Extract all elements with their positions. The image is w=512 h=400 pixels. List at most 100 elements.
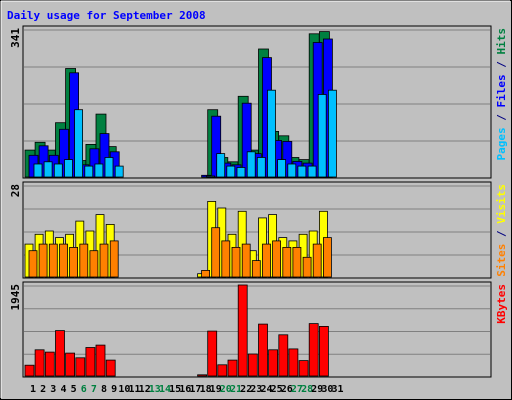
x-tick-label-19: 19 [210, 384, 222, 395]
legend-entry: Visits [495, 184, 508, 224]
bar-pages-day-7 [94, 163, 104, 178]
x-tick-label-1: 1 [30, 384, 36, 395]
bar-pages-day-4 [64, 159, 73, 178]
bar-files-day-26 [282, 140, 293, 178]
bar-kbytes-day-5 [65, 352, 75, 377]
x-tick-label-21: 21 [230, 384, 242, 395]
bar-sites-day-19 [211, 227, 221, 278]
y-max-label-bottom: 1945 [9, 284, 22, 311]
x-tick-label-4: 4 [60, 384, 66, 395]
bar-sites-day-6 [79, 243, 89, 278]
bar-pages-day-18 [206, 175, 216, 178]
bar-sites-day-2 [38, 243, 48, 278]
x-tick-label-25: 25 [271, 384, 283, 395]
x-tick-label-14: 14 [159, 384, 171, 395]
bar-kbytes-day-20 [217, 364, 228, 377]
bar-files-day-8 [99, 133, 110, 178]
bar-files-day-7 [89, 148, 100, 178]
x-tick-label-15: 15 [169, 384, 181, 395]
x-tick-label-27: 27 [291, 384, 303, 395]
legend-entry: Hits [495, 28, 508, 55]
x-tick-label-31: 31 [331, 384, 343, 395]
x-tick-label-20: 20 [220, 384, 232, 395]
bar-pages-day-8 [104, 157, 114, 178]
bar-kbytes-day-24 [258, 323, 268, 377]
bar-sites-day-20 [221, 240, 231, 278]
legend-entry: / [495, 55, 508, 75]
bar-kbytes-day-30 [318, 325, 329, 377]
bar-sites-day-3 [48, 243, 58, 278]
x-tick-label-30: 30 [321, 384, 333, 395]
x-tick-label-29: 29 [311, 384, 323, 395]
bar-sites-day-7 [89, 250, 99, 278]
bar-kbytes-day-29 [308, 323, 319, 377]
x-tick-label-18: 18 [200, 384, 212, 395]
legend-entry: / [495, 224, 508, 244]
legend-entry: Files [495, 74, 508, 107]
panel-middle: 28 Sites / Visits [9, 181, 508, 279]
x-tick-label-2: 2 [40, 384, 46, 395]
bar-pages-day-5 [74, 109, 83, 178]
bar-pages-day-9 [114, 165, 124, 178]
legend-top: Pages / Files / Hits [495, 28, 508, 161]
x-axis-labels: 1 2 3 4 5 6 7 8 9 1011121314151617181920212223242… [30, 384, 344, 395]
legend-middle: Sites / Visits [495, 184, 508, 277]
bar-sites-day-21 [231, 246, 241, 278]
legend-bottom: KBytes [495, 284, 508, 324]
x-tick-label-7: 7 [91, 384, 97, 395]
bar-sites-day-22 [241, 243, 251, 278]
chart-title: Daily usage for September 2008 [7, 9, 206, 22]
bar-pages-day-26 [287, 163, 297, 178]
bar-pages-day-27 [297, 165, 307, 178]
bar-sites-day-9 [109, 240, 119, 278]
legend-entry: KBytes [495, 284, 508, 324]
panel-top: 341 Pages / Files / Hits [9, 25, 508, 179]
bar-kbytes-day-7 [85, 347, 96, 377]
x-tick-label-8: 8 [101, 384, 107, 395]
x-tick-label-9: 9 [111, 384, 117, 395]
bar-kbytes-day-25 [268, 349, 279, 377]
bar-kbytes-day-18 [197, 374, 208, 377]
x-tick-label-16: 16 [179, 384, 191, 395]
y-max-label-middle: 28 [9, 184, 22, 197]
x-tick-label-3: 3 [50, 384, 56, 395]
x-tick-label-23: 23 [250, 384, 262, 395]
bar-sites-day-4 [59, 243, 68, 278]
x-tick-label-28: 28 [301, 384, 313, 395]
x-tick-label-26: 26 [281, 384, 293, 395]
bar-kbytes-day-8 [95, 344, 106, 377]
bar-kbytes-day-4 [55, 330, 65, 377]
bar-sites-day-23 [251, 260, 261, 278]
legend-entry: Sites [495, 244, 508, 277]
legend-entry: Pages [495, 127, 508, 160]
bar-sites-day-28 [302, 256, 312, 278]
bar-sites-day-29 [312, 243, 322, 278]
bar-pages-day-1 [33, 163, 43, 178]
bar-kbytes-day-1 [24, 364, 35, 377]
bar-files-day-19 [211, 115, 222, 178]
bar-sites-day-18 [201, 269, 211, 278]
x-tick-label-22: 22 [240, 384, 252, 395]
bar-sites-day-24 [262, 243, 271, 278]
bar-pages-day-23 [256, 157, 266, 178]
bar-sites-day-25 [272, 240, 282, 278]
x-tick-label-12: 12 [139, 384, 151, 395]
bar-sites-day-8 [99, 243, 109, 278]
bar-pages-day-22 [246, 151, 256, 178]
bar-sites-day-1 [28, 250, 38, 278]
bar-pages-day-25 [277, 159, 287, 178]
bar-kbytes-day-2 [34, 349, 45, 377]
bar-kbytes-day-9 [105, 359, 116, 377]
x-tick-label-5: 5 [71, 384, 77, 395]
bar-kbytes-day-23 [247, 353, 258, 377]
panel-bottom: 1945 KBytes [9, 281, 508, 378]
bar-pages-day-29 [317, 94, 327, 178]
bar-kbytes-day-21 [227, 359, 238, 377]
bar-kbytes-day-6 [75, 357, 86, 377]
legend-entry: / [495, 108, 508, 128]
bar-kbytes-day-27 [288, 348, 299, 377]
bar-pages-day-3 [53, 163, 63, 178]
x-tick-label-17: 17 [189, 384, 201, 395]
bar-pages-day-6 [84, 165, 94, 178]
bar-pages-day-21 [236, 167, 246, 178]
